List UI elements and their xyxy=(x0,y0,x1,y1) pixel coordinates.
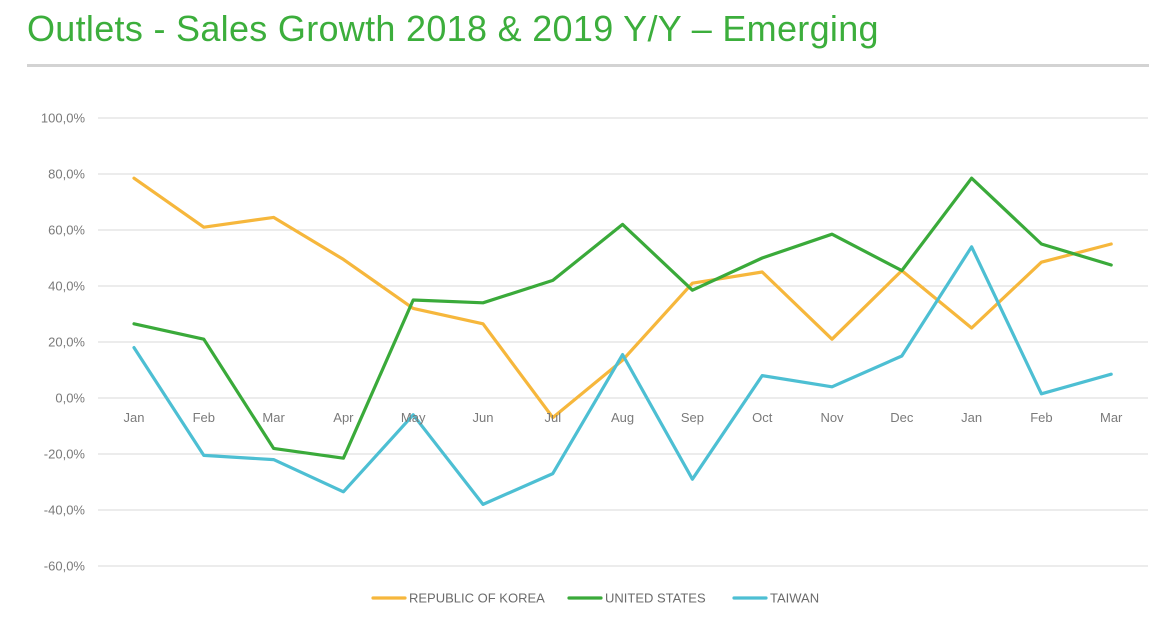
y-tick-label: 80,0% xyxy=(48,167,85,182)
x-tick-label: Jan xyxy=(124,410,145,425)
y-axis-labels: 100,0% 80,0% 60,0% 40,0% 20,0% 0,0% -20,0% -40,… xyxy=(41,111,86,574)
x-tick-label: Sep xyxy=(681,410,704,425)
legend-label: REPUBLIC OF KOREA xyxy=(409,591,545,606)
x-tick-label: Oct xyxy=(752,410,773,425)
series-line-taiwan xyxy=(132,245,1113,506)
x-tick-label: Apr xyxy=(333,410,354,425)
x-tick-label: May xyxy=(401,410,426,425)
x-tick-label: Feb xyxy=(193,410,215,425)
x-tick-label: Jul xyxy=(544,410,561,425)
y-tick-label: 60,0% xyxy=(48,223,85,238)
title-underline xyxy=(27,64,1149,67)
x-tick-label: Mar xyxy=(1100,410,1123,425)
x-tick-label: Dec xyxy=(890,410,914,425)
x-tick-label: Aug xyxy=(611,410,634,425)
series-line-united-states xyxy=(132,176,1113,460)
x-tick-label: Mar xyxy=(262,410,285,425)
x-axis-labels: Jan Feb Mar Apr May Jun Jul Aug Sep Oct Nov Dec Jan F… xyxy=(124,410,1124,425)
legend: REPUBLIC OF KOREA UNITED STATES TAIWAN xyxy=(371,591,819,606)
x-tick-label: Feb xyxy=(1030,410,1052,425)
x-tick-label: Nov xyxy=(820,410,844,425)
x-tick-label: Jan xyxy=(961,410,982,425)
legend-label: UNITED STATES xyxy=(605,591,706,606)
series-lines xyxy=(132,176,1113,506)
y-tick-label: 40,0% xyxy=(48,279,85,294)
x-tick-label: Jun xyxy=(473,410,494,425)
y-tick-label: 20,0% xyxy=(48,335,85,350)
y-tick-label: 100,0% xyxy=(41,111,86,126)
y-tick-label: -40,0% xyxy=(44,503,86,518)
series-line-republic-of-korea xyxy=(132,176,1113,420)
legend-label: TAIWAN xyxy=(770,591,819,606)
y-tick-label: 0,0% xyxy=(55,391,85,406)
y-tick-label: -60,0% xyxy=(44,559,86,574)
y-tick-label: -20,0% xyxy=(44,447,86,462)
chart-title: Outlets - Sales Growth 2018 & 2019 Y/Y –… xyxy=(27,8,879,49)
grid-lines xyxy=(98,117,1148,567)
